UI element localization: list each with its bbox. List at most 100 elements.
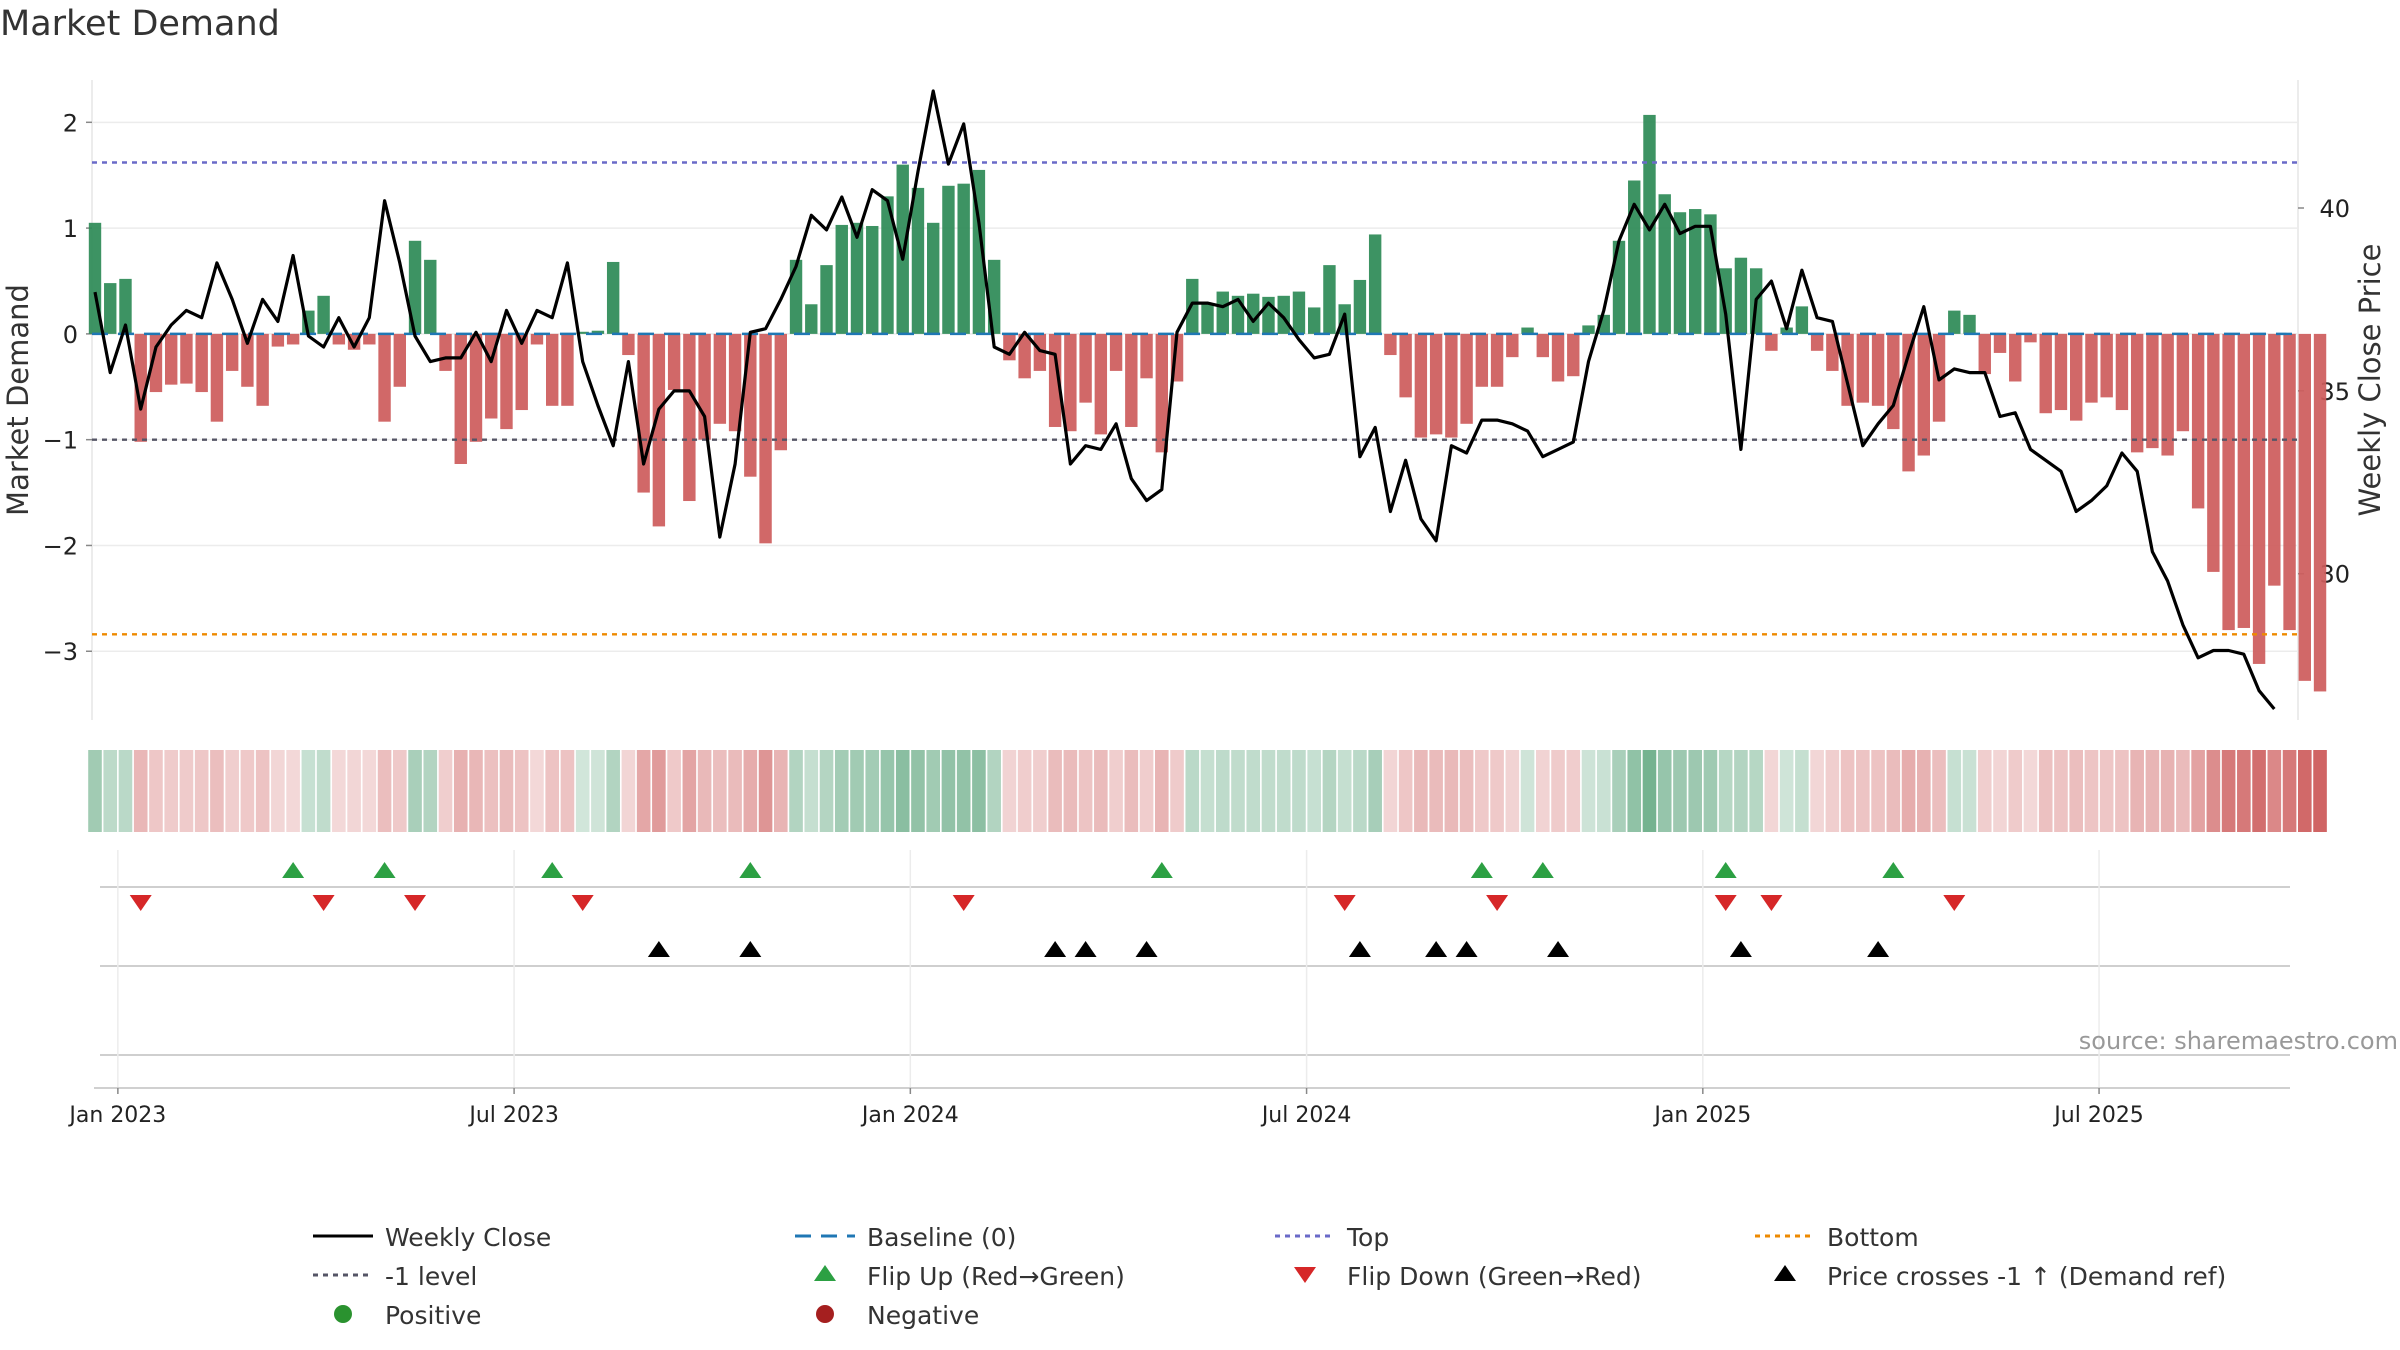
- heat-cell: [1276, 750, 1291, 832]
- demand-bar: [1506, 333, 1519, 358]
- demand-bar: [1018, 333, 1031, 379]
- heat-cell: [408, 750, 422, 832]
- demand-bar: [866, 225, 879, 334]
- demand-bar: [1109, 333, 1123, 371]
- demand-bar: [606, 261, 620, 334]
- heat-cell: [240, 750, 255, 832]
- demand-bar: [1856, 333, 1870, 403]
- heat-cell: [774, 750, 788, 832]
- heat-cell: [2313, 750, 2327, 832]
- demand-bar: [1871, 333, 1885, 406]
- demand-bar: [2024, 333, 2037, 343]
- demand-bar: [424, 259, 437, 334]
- demand-bar: [1658, 194, 1671, 334]
- heat-cell: [713, 750, 727, 832]
- demand-bar: [1551, 333, 1565, 382]
- y2-axis-label: Weekly Close Price: [2353, 244, 2387, 517]
- demand-bar: [241, 333, 254, 387]
- heat-cell: [301, 750, 316, 832]
- heat-cell: [1795, 750, 1809, 832]
- price-cross-marker: [1425, 941, 1448, 957]
- demand-bar: [1948, 310, 1961, 334]
- heat-cell: [865, 750, 880, 832]
- demand-bar: [1216, 291, 1229, 334]
- demand-bar: [1917, 333, 1930, 456]
- heat-cell: [179, 750, 194, 832]
- heat-cell: [164, 750, 178, 832]
- legend-label: Positive: [385, 1301, 481, 1330]
- demand-bar: [1308, 307, 1321, 334]
- heat-cell: [1856, 750, 1870, 832]
- y-tick-label: 2: [63, 109, 78, 137]
- price-cross-marker: [1044, 941, 1067, 957]
- heat-cell: [743, 750, 758, 832]
- y-axis-label: Market Demand: [1, 284, 35, 516]
- heat-cell: [1292, 750, 1306, 832]
- heat-cell: [133, 750, 148, 832]
- heat-cell: [941, 750, 956, 832]
- demand-bar: [1795, 306, 1809, 334]
- demand-bar: [2176, 333, 2190, 432]
- heat-cell: [423, 750, 438, 832]
- demand-bar: [2115, 333, 2129, 411]
- heat-cell: [316, 750, 331, 832]
- demand-bar: [1140, 333, 1153, 379]
- heat-cell: [1155, 750, 1169, 832]
- demand-bar: [1734, 257, 1748, 334]
- heat-cell: [1718, 750, 1733, 832]
- demand-bar: [2237, 333, 2251, 628]
- demand-bar: [927, 222, 940, 334]
- heat-cell: [1505, 750, 1520, 832]
- heat-cell: [118, 750, 133, 832]
- flip-down-marker: [129, 895, 152, 911]
- y-tick-label: 1: [63, 215, 78, 243]
- heat-cell: [621, 750, 636, 832]
- legend-swatch-triangle-down: [1294, 1267, 1316, 1283]
- heat-cell: [1185, 750, 1200, 832]
- legend-label: Price crosses -1 ↑ (Demand ref): [1827, 1262, 2226, 1291]
- flip-up-marker: [1531, 862, 1554, 878]
- heat-cell: [636, 750, 651, 832]
- heat-cell: [2038, 750, 2053, 832]
- heat-cell: [819, 750, 834, 832]
- demand-bar: [225, 333, 239, 371]
- heat-cell: [1414, 750, 1428, 832]
- demand-bar: [1810, 333, 1824, 351]
- heat-cell: [255, 750, 270, 832]
- heat-cell: [1520, 750, 1535, 832]
- demand-bar: [2009, 333, 2022, 382]
- heat-cell: [972, 750, 986, 832]
- heat-cell: [1170, 750, 1184, 832]
- legend-label: Negative: [867, 1301, 979, 1330]
- heat-cell: [286, 750, 300, 832]
- demand-bar: [1292, 291, 1306, 334]
- demand-bar: [546, 333, 559, 406]
- heat-cell: [1490, 750, 1504, 832]
- heat-cell: [2099, 750, 2114, 832]
- demand-bar: [774, 333, 787, 451]
- demand-bar: [2207, 333, 2220, 572]
- heat-cell: [606, 750, 620, 832]
- demand-bar: [2313, 333, 2327, 692]
- demand-bar: [1079, 333, 1092, 403]
- heat-cell: [926, 750, 940, 832]
- demand-bar: [439, 333, 452, 371]
- demand-bar: [1567, 333, 1580, 377]
- heat-cell: [2237, 750, 2251, 832]
- heat-cell: [1124, 750, 1139, 832]
- demand-bar: [210, 333, 224, 422]
- demand-bar: [149, 333, 163, 393]
- heat-cell: [1810, 750, 1824, 832]
- heat-cell: [2115, 750, 2129, 832]
- heat-cell: [2008, 750, 2023, 832]
- heat-cell: [1139, 750, 1154, 832]
- price-cross-marker: [1135, 941, 1158, 957]
- demand-bar: [1353, 279, 1367, 334]
- heat-cell: [1078, 750, 1093, 832]
- heat-cell: [2252, 750, 2266, 832]
- demand-bar: [2085, 333, 2098, 403]
- heat-cell: [2282, 750, 2297, 832]
- flip-up-marker: [739, 862, 762, 878]
- legend-label: -1 level: [385, 1262, 477, 1291]
- flip-up-marker: [373, 862, 396, 878]
